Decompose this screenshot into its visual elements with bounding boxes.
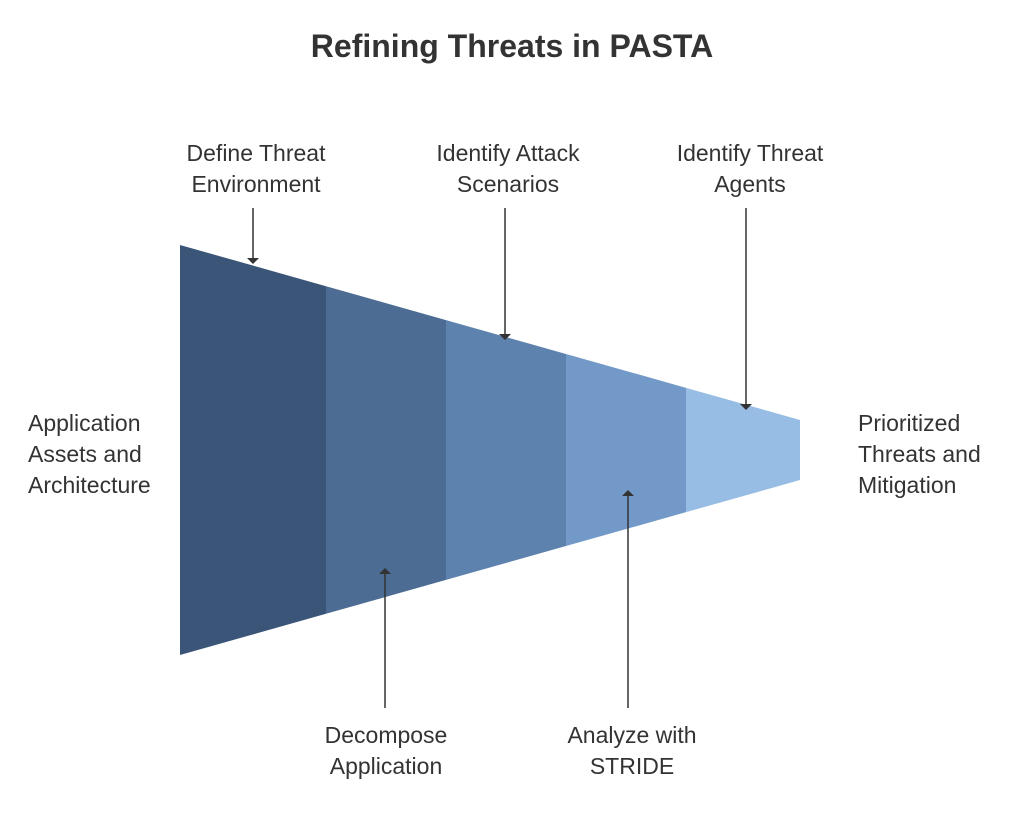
label-top-identify-agents: Identify ThreatAgents bbox=[650, 138, 850, 200]
funnel-segment-3 bbox=[446, 320, 566, 580]
funnel-segment-4 bbox=[566, 354, 686, 546]
label-bottom-stride: Analyze withSTRIDE bbox=[532, 720, 732, 782]
label-output-right: PrioritizedThreats andMitigation bbox=[858, 408, 1018, 501]
label-top-identify-attack: Identify AttackScenarios bbox=[408, 138, 608, 200]
funnel-segment-1 bbox=[180, 245, 326, 655]
arrow-top1 bbox=[247, 208, 259, 264]
label-bottom-decompose: DecomposeApplication bbox=[286, 720, 486, 782]
funnel-segment-2 bbox=[326, 286, 446, 614]
label-input-left: ApplicationAssets andArchitecture bbox=[28, 408, 178, 501]
arrow-top3 bbox=[740, 208, 752, 410]
arrow-top2 bbox=[499, 208, 511, 340]
label-top-define-threat: Define ThreatEnvironment bbox=[156, 138, 356, 200]
